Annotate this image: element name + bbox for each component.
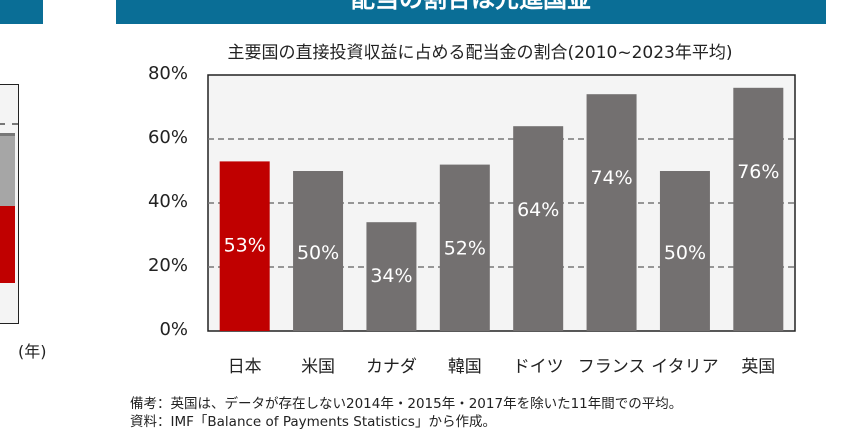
category-label: イタリア xyxy=(651,357,719,377)
data-label: 52% xyxy=(444,238,486,260)
bar xyxy=(586,94,637,331)
bar xyxy=(293,171,344,331)
category-label: 英国 xyxy=(741,357,776,377)
y-tick-label: 40% xyxy=(147,191,188,212)
category-label: ドイツ xyxy=(512,357,564,377)
bar xyxy=(219,161,270,331)
bar xyxy=(366,222,417,331)
data-label: 74% xyxy=(590,167,632,189)
bar xyxy=(733,87,784,331)
y-tick-label: 0% xyxy=(159,319,188,340)
category-label: 韓国 xyxy=(447,357,482,377)
note-remarks: 備考：英国は、データが存在しない2014年・2015年・2017年を除いた11年… xyxy=(130,396,683,412)
year-unit-label: (年) xyxy=(18,342,47,361)
bar xyxy=(439,164,490,331)
bar xyxy=(659,171,710,331)
note-source: 資料：IMF「Balance of Payments Statistics」から… xyxy=(130,414,496,430)
category-label: 米国 xyxy=(301,357,336,377)
category-label: フランス xyxy=(577,357,646,377)
chart-title: 主要国の直接投資収益に占める配当金の割合(2010~2023年平均) xyxy=(227,43,733,63)
data-label: 50% xyxy=(664,242,706,264)
header-title: 配当の割合は先進国並 xyxy=(351,0,591,13)
category-label: 日本 xyxy=(227,357,262,377)
y-tick-label: 60% xyxy=(147,127,188,148)
data-label: 76% xyxy=(737,161,779,183)
data-label: 50% xyxy=(297,242,339,264)
bar xyxy=(513,126,564,331)
data-label: 64% xyxy=(517,199,559,221)
data-label: 53% xyxy=(224,234,266,256)
left-chart-frame xyxy=(0,84,19,324)
y-tick-label: 20% xyxy=(147,255,188,276)
category-label: カナダ xyxy=(365,357,417,377)
data-label: 34% xyxy=(370,265,412,287)
header-banner: 配当の割合は先進国並 xyxy=(116,0,826,24)
left-banner xyxy=(0,0,43,24)
y-tick-label: 80% xyxy=(147,63,188,84)
